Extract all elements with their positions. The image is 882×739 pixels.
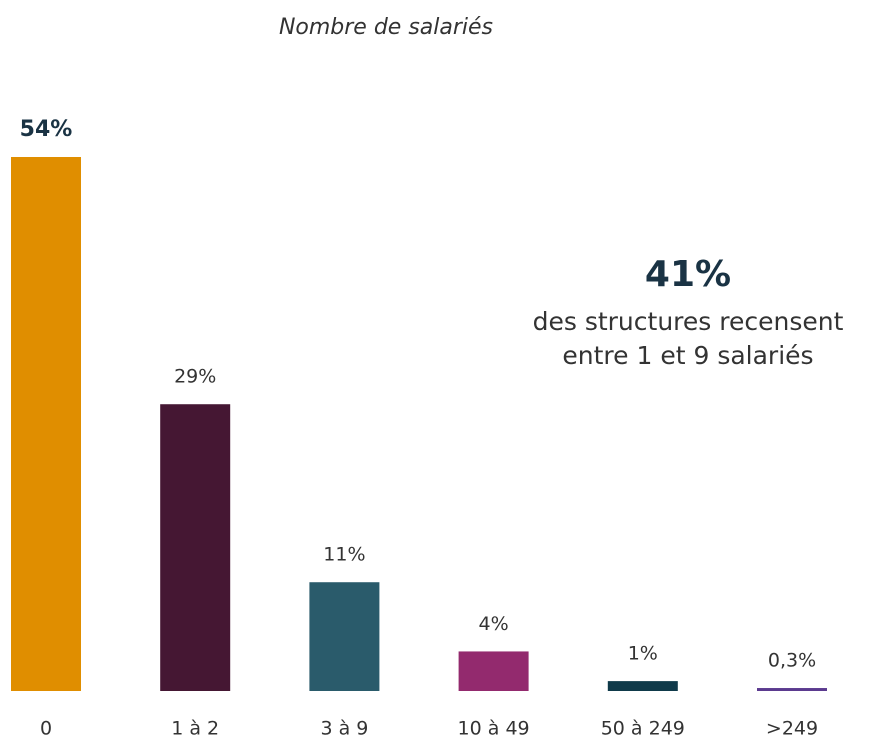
value-label: 1%	[628, 643, 658, 665]
bar	[309, 582, 380, 691]
bar	[11, 157, 81, 691]
x-tick-label: 3 à 9	[320, 718, 368, 739]
value-label: 4%	[479, 613, 509, 635]
value-label: 0,3%	[768, 650, 816, 672]
x-tick-label: 10 à 49	[458, 718, 530, 739]
bar	[607, 681, 678, 691]
value-label: 54%	[20, 117, 73, 142]
bar	[160, 404, 231, 691]
bar	[458, 651, 529, 691]
annotation-text: entre 1 et 9 salariés	[562, 341, 813, 370]
bar	[757, 688, 827, 691]
annotation-text: des structures recensent	[533, 307, 844, 336]
chart-title: Nombre de salariés	[279, 15, 493, 40]
annotation-value: 41%	[645, 254, 731, 295]
x-tick-label: 0	[40, 718, 52, 739]
value-label: 29%	[174, 366, 216, 388]
x-tick-label: >249	[766, 718, 818, 739]
x-tick-label: 1 à 2	[171, 718, 219, 739]
value-label: 11%	[323, 544, 365, 566]
x-tick-label: 50 à 249	[601, 718, 685, 739]
